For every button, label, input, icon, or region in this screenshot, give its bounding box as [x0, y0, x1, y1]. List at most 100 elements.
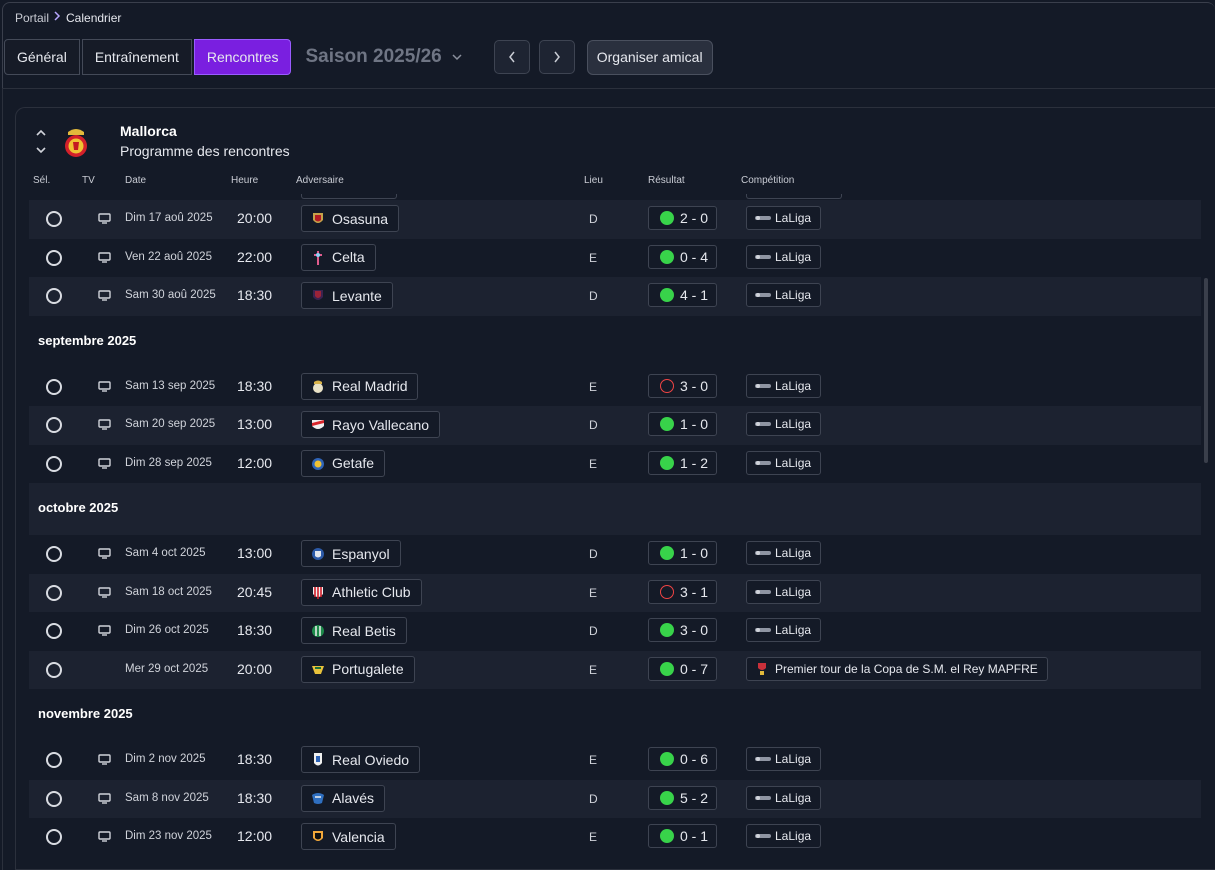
- month-header: octobre 2025: [29, 483, 1201, 535]
- competition-chip[interactable]: LaLiga: [746, 618, 822, 642]
- competition-chip[interactable]: LaLiga: [746, 412, 822, 436]
- select-radio[interactable]: [46, 288, 62, 304]
- previous-button[interactable]: [493, 40, 530, 74]
- table-row[interactable]: Sam 30 aoû 2025 18:30 Levante D 4 - 1 La…: [29, 277, 1201, 316]
- column-header-select: Sél.: [33, 175, 51, 186]
- select-radio[interactable]: [46, 584, 62, 601]
- select-radio[interactable]: [46, 249, 62, 266]
- next-button[interactable]: [538, 40, 575, 74]
- result-chip[interactable]: 0 - 1: [648, 824, 718, 848]
- competition-chip[interactable]: LaLiga: [746, 579, 822, 604]
- tab-matches[interactable]: Rencontres: [193, 39, 292, 75]
- table-row[interactable]: Mer 29 oct 2025 20:00 Portugalete E 0 - …: [29, 650, 1201, 689]
- competition-chip[interactable]: LaLiga: [746, 206, 822, 230]
- tab-training[interactable]: Entraînement: [81, 39, 192, 75]
- month-header: novembre 2025: [29, 689, 1201, 741]
- opponent-chip[interactable]: Osasuna: [301, 205, 400, 232]
- select-radio[interactable]: [46, 829, 62, 845]
- column-header-time[interactable]: Heure: [231, 175, 259, 186]
- breadcrumb-root[interactable]: Portail: [15, 11, 50, 25]
- table-row[interactable]: Sam 13 sep 2025 18:30 Real Madrid E 3 - …: [29, 368, 1201, 407]
- table-row[interactable]: Dim 2 nov 2025 18:30 Real Oviedo E 0 - 6…: [29, 741, 1201, 780]
- table-row[interactable]: Sam 20 sep 2025 13:00 Rayo Vallecano D 1…: [29, 406, 1201, 445]
- column-header-opponent[interactable]: Adversaire: [296, 175, 344, 186]
- competition-chip[interactable]: Premier tour de la Copa de S.M. el Rey M…: [746, 656, 1048, 681]
- competition-chip[interactable]: LaLiga: [746, 283, 822, 307]
- chevron-up-icon[interactable]: [36, 129, 46, 136]
- match-date: Sam 8 nov 2025: [125, 791, 209, 804]
- competition-chip[interactable]: LaLiga: [746, 747, 822, 771]
- opponent-chip[interactable]: Real Betis: [301, 617, 407, 644]
- opponent-chip[interactable]: Athletic Club: [301, 578, 422, 606]
- column-header-date[interactable]: Date: [125, 175, 147, 186]
- competition-chip[interactable]: LaLiga: [746, 785, 822, 810]
- result-chip[interactable]: 4 - 1: [648, 283, 718, 307]
- organise-friendly-button[interactable]: Organiser amical: [586, 39, 713, 75]
- select-radio[interactable]: [46, 378, 62, 395]
- opponent-chip[interactable]: Celta: [301, 243, 376, 271]
- match-time: 18:30: [237, 287, 273, 303]
- opponent-chip[interactable]: Getafe: [301, 449, 386, 477]
- table-row[interactable]: Sam 4 oct 2025 13:00 Espanyol D 1 - 0 La…: [29, 535, 1201, 574]
- table-row[interactable]: Dim 26 oct 2025 18:30 Real Betis D 3 - 0…: [29, 612, 1201, 651]
- loss-indicator-icon: [660, 378, 674, 393]
- opponent-chip[interactable]: Espanyol: [301, 540, 401, 567]
- opponent-name: Alavés: [332, 790, 375, 806]
- competition-name: LaLiga: [775, 829, 812, 843]
- column-header-venue[interactable]: Lieu: [584, 175, 603, 186]
- competition-chip[interactable]: LaLiga: [746, 373, 822, 398]
- loss-indicator-icon: [660, 584, 674, 599]
- select-radio[interactable]: [46, 455, 62, 472]
- opponent-chip[interactable]: Real Oviedo: [301, 746, 421, 773]
- result-chip[interactable]: 1 - 0: [648, 412, 718, 436]
- result-chip[interactable]: 1 - 2: [648, 450, 718, 475]
- competition-chip[interactable]: LaLiga: [746, 450, 822, 475]
- table-row[interactable]: Dim 17 aoû 2025 20:00 Osasuna D 2 - 0 La…: [29, 200, 1201, 239]
- opponent-chip[interactable]: Alavés: [301, 784, 386, 812]
- select-radio[interactable]: [46, 752, 62, 768]
- competition-chip[interactable]: LaLiga: [746, 541, 822, 565]
- select-radio[interactable]: [46, 211, 62, 227]
- chevron-down-icon[interactable]: [36, 147, 46, 154]
- breadcrumb-separator-icon: [53, 10, 62, 24]
- select-radio[interactable]: [46, 661, 62, 678]
- opponent-chip[interactable]: Levante: [301, 282, 393, 309]
- opponent-chip[interactable]: Rayo Vallecano: [301, 411, 441, 438]
- result-chip[interactable]: 3 - 0: [648, 373, 718, 398]
- opponent-name: Rayo Vallecano: [332, 416, 430, 433]
- select-radio[interactable]: [46, 790, 62, 807]
- season-selector[interactable]: Saison 2025/26: [305, 46, 462, 68]
- result-chip[interactable]: 3 - 0: [648, 618, 718, 642]
- table-row[interactable]: Dim 23 nov 2025 12:00 Valencia E 0 - 1 L…: [29, 818, 1201, 857]
- table-row[interactable]: Ven 22 aoû 2025 22:00 Celta E 0 - 4 LaLi…: [29, 239, 1201, 278]
- scrollbar[interactable]: [1204, 278, 1208, 463]
- match-venue: E: [589, 379, 598, 394]
- tab-general[interactable]: Général: [4, 39, 80, 75]
- opponent-chip[interactable]: Valencia: [301, 823, 396, 850]
- tv-icon: [98, 831, 111, 842]
- result-chip[interactable]: 3 - 1: [648, 579, 718, 604]
- result-chip[interactable]: 1 - 0: [648, 541, 718, 565]
- column-header-competition[interactable]: Compétition: [741, 175, 795, 186]
- opponent-name: Levante: [332, 287, 382, 304]
- result-chip[interactable]: 0 - 4: [648, 244, 718, 269]
- opponent-chip[interactable]: Real Madrid: [301, 372, 419, 400]
- table-row[interactable]: Dim 28 sep 2025 12:00 Getafe E 1 - 2 LaL…: [29, 445, 1201, 484]
- select-radio[interactable]: [46, 623, 62, 639]
- laliga-logo-icon: [755, 293, 771, 297]
- select-radio[interactable]: [46, 546, 62, 562]
- real-madrid-crest-icon: [313, 380, 323, 393]
- result-chip[interactable]: 2 - 0: [648, 206, 718, 230]
- alaves-crest-icon: [312, 792, 324, 804]
- expand-collapse-control[interactable]: [36, 124, 48, 154]
- select-radio[interactable]: [46, 417, 62, 433]
- opponent-chip[interactable]: Portugalete: [301, 655, 415, 683]
- result-chip[interactable]: 5 - 2: [648, 785, 718, 810]
- competition-chip[interactable]: LaLiga: [746, 824, 822, 848]
- result-chip[interactable]: 0 - 6: [648, 747, 718, 771]
- competition-chip[interactable]: LaLiga: [746, 244, 822, 269]
- table-row[interactable]: Sam 8 nov 2025 18:30 Alavés D 5 - 2 LaLi…: [29, 779, 1201, 818]
- table-row[interactable]: Sam 18 oct 2025 20:45 Athletic Club E 3 …: [29, 573, 1201, 612]
- column-header-result[interactable]: Résultat: [648, 175, 685, 186]
- result-chip[interactable]: 0 - 7: [648, 656, 718, 681]
